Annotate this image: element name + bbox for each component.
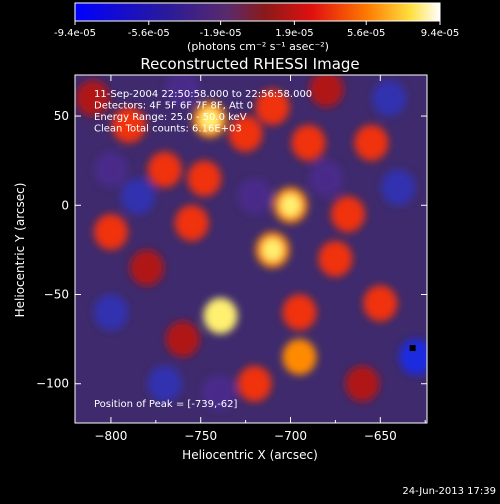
peak-position-label: Position of Peak = [-739,-62] bbox=[94, 399, 238, 410]
info-line: 11-Sep-2004 22:50:58.000 to 22:56:58.000 bbox=[94, 89, 312, 100]
heatmap-blob bbox=[255, 89, 290, 126]
x-tick-label: −800 bbox=[94, 429, 127, 443]
x-tick-label: −700 bbox=[274, 429, 307, 443]
heatmap-blob bbox=[201, 374, 236, 411]
heatmap-blob bbox=[129, 249, 164, 286]
heatmap-blob bbox=[372, 80, 407, 117]
heatmap-blob bbox=[187, 160, 222, 197]
x-tick-label: −750 bbox=[184, 429, 217, 443]
heatmap-blob bbox=[309, 75, 344, 108]
heatmap-blob bbox=[93, 294, 128, 331]
colorbar-tick-label: 9.4e-05 bbox=[421, 28, 459, 39]
heatmap-blob bbox=[309, 160, 344, 197]
colorbar-tick-label: -9.4e-05 bbox=[54, 28, 96, 39]
y-tick-label: −100 bbox=[36, 377, 69, 391]
heatmap-blob bbox=[75, 80, 110, 117]
x-tick-label: −650 bbox=[364, 429, 397, 443]
heatmap-blob bbox=[111, 106, 146, 143]
y-axis-label: Heliocentric Y (arcsec) bbox=[13, 183, 27, 318]
info-line: Energy Range: 25.0 - 50.0 keV bbox=[94, 112, 247, 123]
heatmap-blob bbox=[228, 115, 263, 152]
heatmap-blob bbox=[318, 240, 353, 277]
heatmap-blob bbox=[165, 321, 200, 358]
axis-ticks: −800 −750 −700 −650 50 0 −50 −100 bbox=[36, 75, 427, 443]
colorbar-tick-label: -5.6e-05 bbox=[128, 28, 170, 39]
heatmap-blob bbox=[354, 124, 389, 161]
info-line: Detectors: 4F 5F 6F 7F 8F, Att 0 bbox=[94, 101, 253, 112]
y-tick-label: 50 bbox=[54, 109, 69, 123]
heatmap-blob bbox=[291, 124, 326, 161]
heatmap-blob bbox=[237, 365, 272, 402]
plot-frame bbox=[74, 74, 428, 424]
timestamp: 24-Jun-2013 17:39 bbox=[402, 486, 496, 497]
heatmap-blob-core bbox=[210, 304, 231, 327]
heatmap-blob bbox=[282, 294, 317, 331]
heatmap-blob bbox=[330, 196, 365, 233]
colorbar-ticks: -9.4e-05 -5.6e-05 -1.9e-05 1.9e-05 5.6e-05 9.… bbox=[54, 21, 459, 39]
colorbar-tick-label: 5.6e-05 bbox=[347, 28, 385, 39]
heatmap-blob bbox=[282, 338, 317, 375]
observation-info: 11-Sep-2004 22:50:58.000 to 22:56:58.000… bbox=[94, 89, 312, 135]
heatmap-blob bbox=[363, 285, 398, 322]
x-axis-label: Heliocentric X (arcsec) bbox=[182, 448, 318, 462]
heatmap-blob bbox=[120, 178, 155, 215]
heatmap-blob bbox=[93, 214, 128, 251]
y-tick-label: 0 bbox=[61, 198, 69, 212]
heatmap-blob bbox=[399, 338, 427, 375]
heatmap-blob bbox=[147, 365, 182, 402]
heatmap-blob bbox=[147, 151, 182, 188]
y-tick-label: −50 bbox=[44, 288, 69, 302]
colorbar-tick-label: 1.9e-05 bbox=[275, 28, 313, 39]
colorbar-unit-label: (photons cm⁻² s⁻¹ asec⁻²) bbox=[187, 40, 329, 53]
heatmap-blob bbox=[165, 75, 200, 108]
colorbar bbox=[74, 2, 441, 22]
info-line: Clean Total counts: 6.16E+03 bbox=[94, 124, 242, 135]
heatmap-blob bbox=[237, 178, 272, 215]
heatmap-blob bbox=[381, 169, 416, 206]
colorbar-tick-label: -1.9e-05 bbox=[200, 28, 242, 39]
chart-title: Reconstructed RHESSI Image bbox=[140, 55, 359, 73]
heatmap-blob bbox=[345, 365, 380, 402]
marker-point bbox=[409, 345, 416, 352]
heatmap-blob-core bbox=[280, 194, 301, 217]
heatmap-area bbox=[75, 75, 427, 423]
heatmap-blob bbox=[93, 151, 128, 188]
heatmap-blob-core bbox=[199, 108, 220, 131]
heatmap-blob bbox=[174, 205, 209, 242]
heatmap-blob-core bbox=[262, 238, 283, 261]
